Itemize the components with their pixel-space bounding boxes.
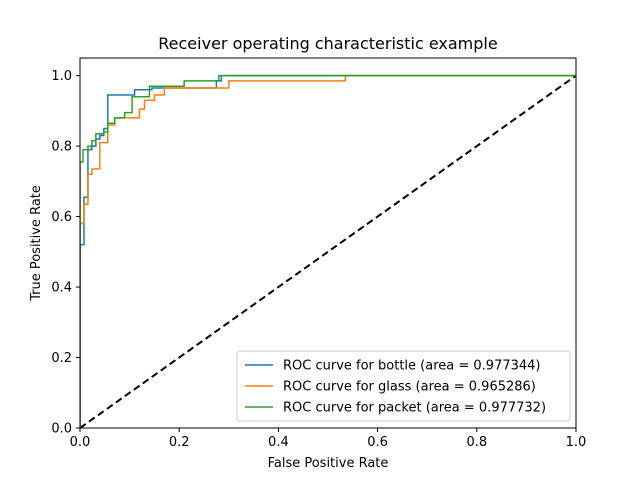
chart-title: Receiver operating characteristic exampl… xyxy=(158,34,497,53)
plot-frame xyxy=(79,57,577,429)
x-tick-label: 0.8 xyxy=(466,435,487,450)
chance-diagonal-line xyxy=(80,74,576,428)
series-layer xyxy=(80,74,576,428)
y-tick-label: 0.6 xyxy=(51,210,72,225)
y-tick-label: 0.2 xyxy=(51,351,72,366)
series-line-2 xyxy=(80,74,576,428)
x-tick-label: 1.0 xyxy=(566,435,587,450)
y-tick-label: 1.0 xyxy=(51,69,72,84)
y-tick-label: 0.4 xyxy=(51,281,72,296)
x-axis-label: False Positive Rate xyxy=(268,456,389,471)
legend-box xyxy=(236,350,571,422)
x-tick-label: 0.4 xyxy=(268,435,289,450)
y-tick-label: 0.0 xyxy=(51,422,72,437)
y-tick-label: 0.8 xyxy=(51,140,72,155)
y-axis-label: True Positive Rate xyxy=(29,185,44,302)
x-tick-label: 0.2 xyxy=(169,435,190,450)
legend-entry-label: ROC curve for bottle (area = 0.977344) xyxy=(283,359,541,374)
x-tick-label: 0.6 xyxy=(367,435,388,450)
x-tick-label: 0.0 xyxy=(70,435,91,450)
legend: ROC curve for bottle (area = 0.977344) RO… xyxy=(236,350,571,422)
legend-entry-label: ROC curve for glass (area = 0.965286) xyxy=(283,380,536,395)
legend-entry-label: ROC curve for packet (area = 0.977732) xyxy=(283,401,546,416)
ticks-layer: 0.0 0.2 0.4 0.6 0.8 1.0 0.0 0.2 0.4 0.6 0.8 1.0 xyxy=(51,69,586,450)
